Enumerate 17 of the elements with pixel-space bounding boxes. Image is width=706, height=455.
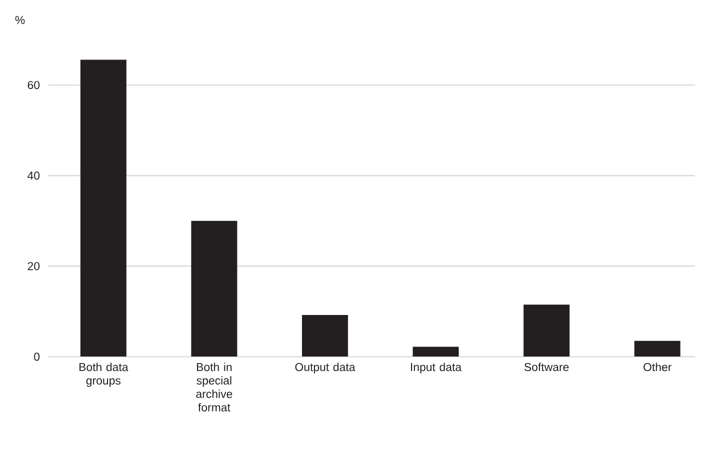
- x-tick-label: Both data groups: [79, 362, 128, 387]
- y-tick-label: 40: [28, 172, 40, 180]
- bar: [80, 60, 126, 357]
- y-axis-title: %: [15, 16, 25, 24]
- y-tick-label: 20: [28, 262, 40, 270]
- bar: [191, 220, 238, 357]
- x-tick-label: Both in special archive format: [196, 362, 232, 412]
- x-tick-label: Software: [524, 362, 569, 372]
- x-tick-label: Other: [644, 362, 672, 372]
- bar: [634, 340, 680, 357]
- x-tick-label: Input data: [411, 362, 462, 374]
- y-tick-label: 0: [34, 352, 40, 361]
- bar: [302, 315, 348, 357]
- bar: [524, 304, 570, 357]
- bar: [412, 346, 459, 357]
- x-tick-label: Output data: [295, 362, 356, 374]
- y-tick-label: 60: [28, 80, 40, 90]
